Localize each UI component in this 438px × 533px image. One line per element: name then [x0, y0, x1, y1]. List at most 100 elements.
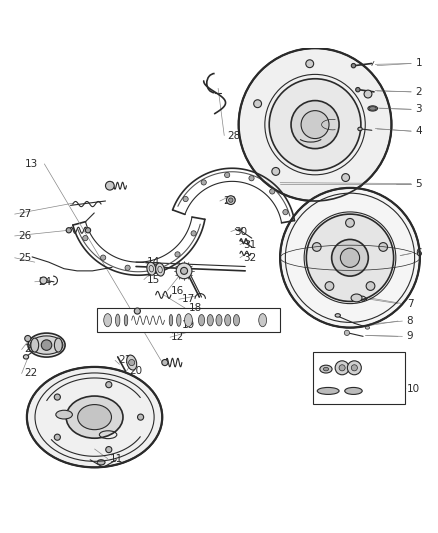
- Text: 22: 22: [25, 368, 38, 378]
- Circle shape: [351, 63, 356, 68]
- Ellipse shape: [351, 294, 362, 302]
- Text: 8: 8: [407, 316, 413, 326]
- Circle shape: [270, 189, 275, 194]
- Text: 29: 29: [223, 196, 237, 206]
- Circle shape: [342, 174, 350, 181]
- Text: 10: 10: [407, 384, 420, 394]
- Circle shape: [175, 252, 180, 257]
- Circle shape: [272, 167, 280, 175]
- Circle shape: [346, 219, 354, 227]
- Text: 19: 19: [182, 320, 195, 330]
- Circle shape: [225, 172, 230, 177]
- Ellipse shape: [198, 314, 205, 326]
- Ellipse shape: [207, 314, 213, 326]
- Ellipse shape: [345, 387, 362, 394]
- Ellipse shape: [177, 314, 181, 326]
- Text: 25: 25: [18, 253, 32, 263]
- Circle shape: [54, 394, 60, 400]
- Circle shape: [85, 228, 91, 233]
- Circle shape: [66, 228, 71, 233]
- Circle shape: [312, 243, 321, 252]
- Ellipse shape: [124, 314, 128, 326]
- Circle shape: [134, 308, 141, 314]
- Text: 31: 31: [243, 240, 256, 249]
- Circle shape: [180, 268, 187, 274]
- Text: 6: 6: [416, 248, 422, 259]
- Circle shape: [364, 90, 372, 98]
- Ellipse shape: [335, 313, 340, 317]
- Ellipse shape: [56, 410, 72, 419]
- Circle shape: [183, 196, 188, 201]
- Ellipse shape: [369, 107, 376, 110]
- Circle shape: [283, 209, 288, 215]
- Ellipse shape: [259, 313, 267, 327]
- Text: 14: 14: [147, 257, 160, 267]
- Ellipse shape: [320, 365, 332, 373]
- Circle shape: [339, 365, 345, 371]
- Text: 23: 23: [25, 344, 38, 354]
- Text: 5: 5: [416, 179, 422, 189]
- Circle shape: [347, 361, 361, 375]
- Ellipse shape: [317, 387, 339, 394]
- Text: 27: 27: [18, 209, 32, 219]
- Circle shape: [335, 361, 349, 375]
- Text: 20: 20: [130, 366, 143, 376]
- Ellipse shape: [233, 314, 240, 326]
- Circle shape: [351, 365, 357, 371]
- Text: 3: 3: [416, 104, 422, 114]
- Circle shape: [176, 263, 192, 279]
- Text: 16: 16: [171, 286, 184, 295]
- Text: 18: 18: [188, 303, 201, 313]
- Ellipse shape: [31, 338, 39, 352]
- Circle shape: [40, 277, 47, 284]
- Text: 24: 24: [38, 277, 51, 287]
- Ellipse shape: [66, 396, 123, 438]
- Ellipse shape: [365, 326, 370, 329]
- Bar: [313, 352, 405, 404]
- Text: 30: 30: [234, 227, 247, 237]
- Text: 17: 17: [182, 294, 195, 304]
- Circle shape: [291, 101, 339, 149]
- Circle shape: [106, 382, 112, 387]
- Circle shape: [41, 340, 52, 350]
- Ellipse shape: [127, 355, 137, 370]
- Circle shape: [249, 175, 254, 181]
- Circle shape: [229, 198, 233, 203]
- Ellipse shape: [23, 354, 28, 359]
- Text: 15: 15: [147, 274, 160, 285]
- Circle shape: [83, 236, 88, 241]
- Text: 11: 11: [110, 454, 123, 464]
- Ellipse shape: [54, 338, 62, 352]
- Circle shape: [226, 196, 235, 205]
- Ellipse shape: [216, 314, 222, 326]
- Circle shape: [301, 111, 329, 139]
- Ellipse shape: [169, 314, 173, 326]
- Text: 13: 13: [25, 159, 38, 169]
- Circle shape: [366, 281, 375, 290]
- Ellipse shape: [30, 336, 63, 354]
- Ellipse shape: [358, 127, 362, 131]
- Text: 7: 7: [407, 298, 413, 309]
- Ellipse shape: [27, 367, 162, 467]
- Text: 12: 12: [171, 332, 184, 342]
- Text: 1: 1: [416, 59, 422, 68]
- Circle shape: [306, 214, 394, 302]
- Circle shape: [54, 434, 60, 440]
- Text: 21: 21: [119, 356, 132, 365]
- Circle shape: [138, 414, 144, 420]
- Ellipse shape: [184, 313, 192, 327]
- Circle shape: [332, 239, 368, 276]
- Circle shape: [325, 281, 334, 290]
- Ellipse shape: [78, 405, 112, 430]
- Circle shape: [201, 180, 206, 185]
- Circle shape: [306, 60, 314, 68]
- Circle shape: [239, 48, 392, 201]
- Ellipse shape: [155, 263, 165, 276]
- Circle shape: [25, 335, 31, 342]
- Text: 26: 26: [18, 231, 32, 241]
- Circle shape: [101, 255, 106, 260]
- Ellipse shape: [323, 367, 328, 371]
- Circle shape: [340, 248, 360, 268]
- Ellipse shape: [28, 333, 65, 357]
- Circle shape: [344, 330, 350, 335]
